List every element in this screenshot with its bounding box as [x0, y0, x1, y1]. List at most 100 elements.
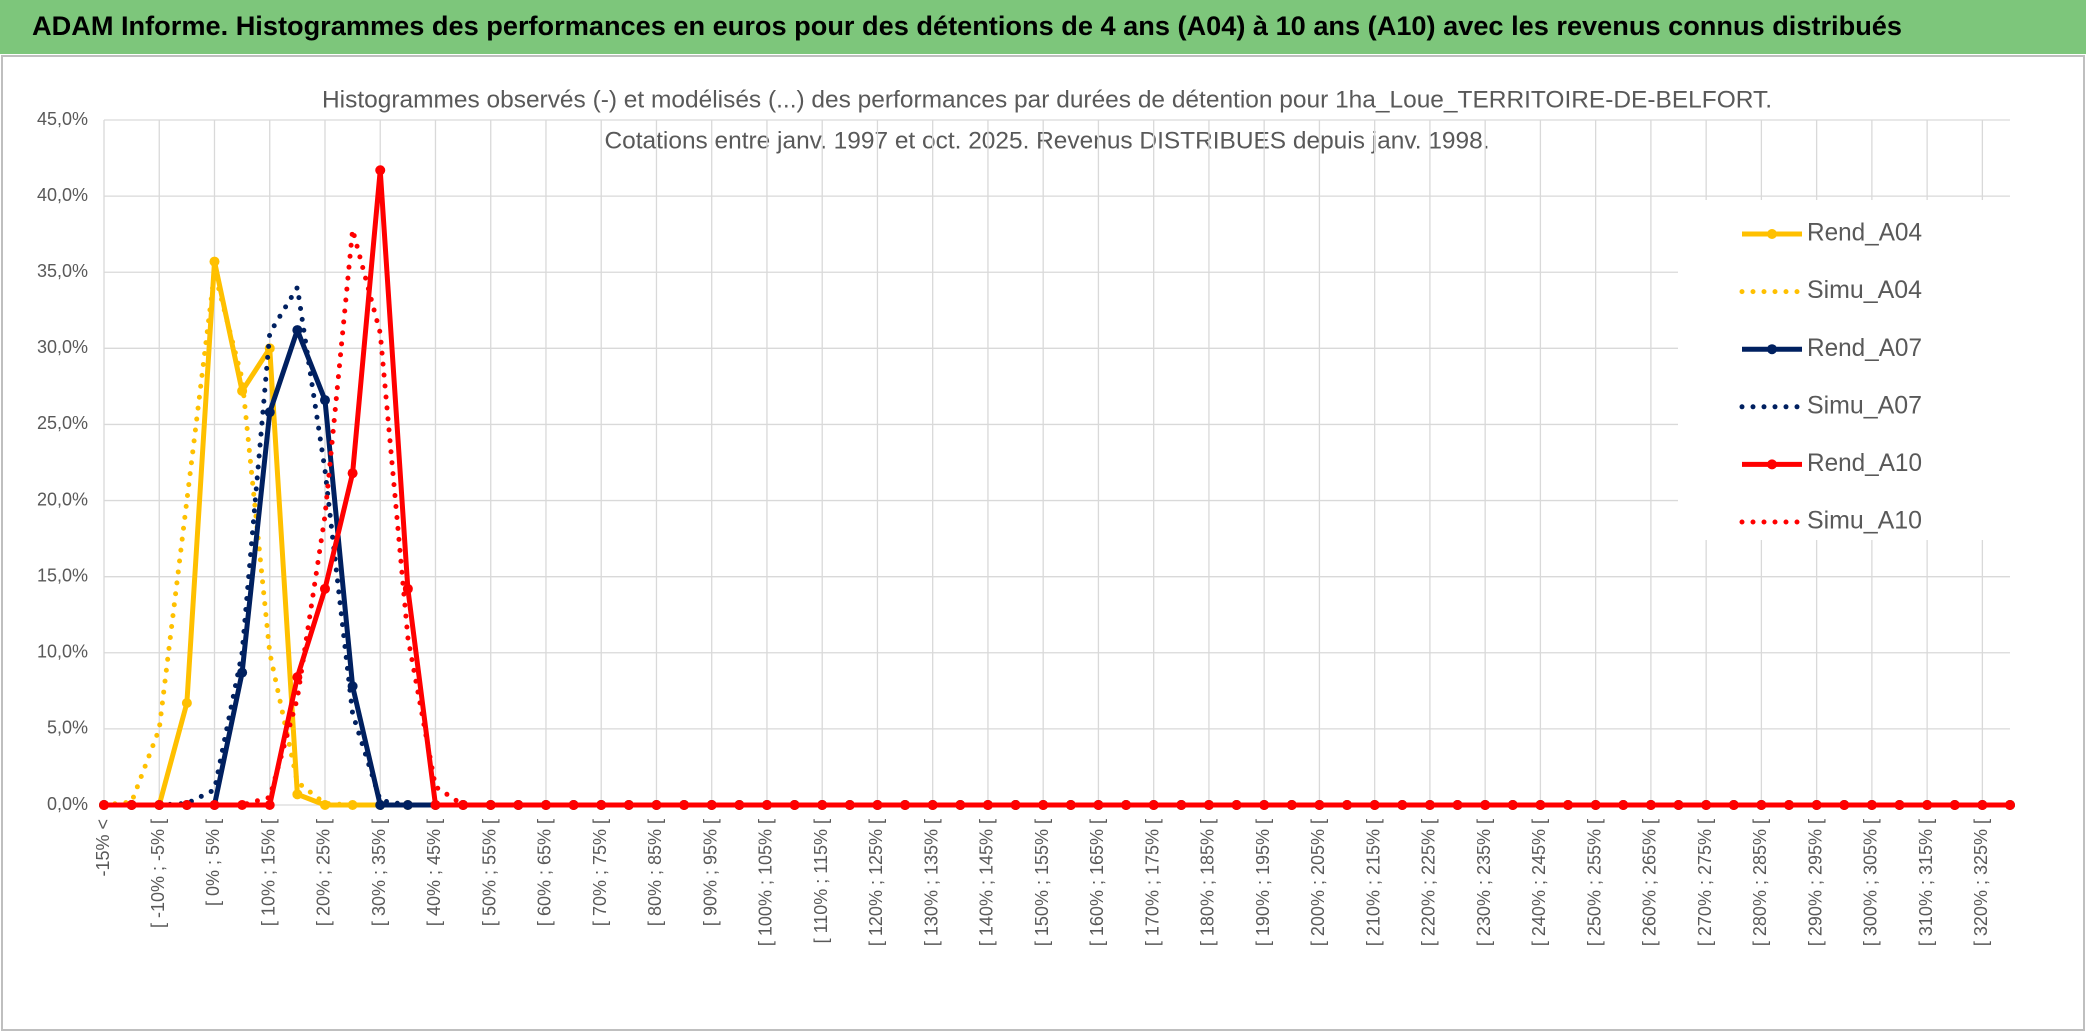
point	[237, 800, 248, 810]
x-tick-label: [ 310% ; 315% [	[1916, 819, 1936, 946]
point	[1701, 800, 1712, 810]
x-tick-label: [ 220% ; 225% [	[1419, 819, 1439, 946]
legend-marker	[1767, 459, 1777, 470]
y-tick-label: 35,0%	[37, 261, 88, 281]
legend-label: Simu_A07	[1807, 391, 1922, 419]
legend-label: Rend_A04	[1807, 219, 1922, 247]
point	[1424, 800, 1435, 810]
y-tick-label: 10,0%	[37, 642, 88, 662]
x-tick-label: [ 30% ; 35% [	[369, 819, 389, 926]
point	[1259, 800, 1270, 810]
y-tick-label: 5,0%	[47, 718, 88, 738]
banner-title: ADAM Informe. Histogrammes des performan…	[32, 11, 1902, 41]
x-tick-label: [ 70% ; 75% [	[590, 819, 610, 926]
series-line	[104, 167, 2010, 808]
x-tick-label: -15% <	[93, 819, 113, 877]
point	[1618, 800, 1629, 810]
legend-label: Rend_A10	[1807, 449, 1922, 477]
x-tick-label: [ 280% ; 285% [	[1750, 819, 1770, 946]
point	[706, 800, 717, 810]
x-tick-label: [ 250% ; 255% [	[1584, 819, 1604, 946]
point	[761, 800, 772, 810]
point	[264, 800, 275, 810]
chart-subtitle: Cotations entre janv. 1997 et oct. 2025.…	[605, 127, 1490, 154]
point	[402, 583, 413, 594]
point	[319, 395, 330, 406]
point	[1728, 800, 1739, 810]
x-tick-label: [ 160% ; 165% [	[1087, 819, 1107, 946]
point	[292, 789, 303, 800]
x-tick-label: [ 270% ; 275% [	[1695, 819, 1715, 946]
x-tick-label: [ 260% ; 265% [	[1640, 819, 1660, 946]
x-tick-label: [ 140% ; 145% [	[977, 819, 997, 946]
x-tick-label: [ 110% ; 115% [	[811, 819, 831, 943]
point	[181, 800, 192, 810]
point	[817, 800, 828, 810]
chart-title: Histogrammes observés (-) et modélisés (…	[322, 86, 1772, 113]
point	[1314, 800, 1325, 810]
x-tick-label: [ 80% ; 85% [	[645, 819, 665, 926]
point	[927, 800, 938, 810]
y-tick-label: 20,0%	[37, 489, 88, 509]
x-tick-label: [ 40% ; 45% [	[424, 819, 444, 926]
point	[375, 165, 386, 176]
y-tick-label: 0,0%	[47, 794, 88, 814]
point	[1480, 800, 1491, 810]
point	[292, 325, 303, 336]
point	[458, 800, 469, 810]
point	[485, 800, 496, 810]
point	[1535, 800, 1546, 810]
x-tick-label: [ 10% ; 15% [	[258, 819, 278, 926]
x-tick-label: [ 190% ; 195% [	[1253, 819, 1273, 946]
point	[319, 583, 330, 594]
legend-label: Simu_A04	[1807, 276, 1922, 304]
point	[1784, 800, 1795, 810]
y-tick-label: 40,0%	[37, 185, 88, 205]
point	[2005, 800, 2015, 810]
point	[1894, 800, 1905, 810]
point	[430, 800, 441, 810]
point	[126, 800, 137, 810]
point	[264, 407, 275, 418]
x-tick-label: [ 20% ; 25% [	[314, 819, 334, 926]
x-tick-label: [ 240% ; 245% [	[1529, 819, 1549, 946]
legend-label: Rend_A07	[1807, 334, 1922, 362]
point	[540, 800, 551, 810]
x-tick-label: [ 100% ; 105% [	[756, 819, 776, 946]
point	[375, 800, 386, 810]
legend-marker	[1767, 229, 1777, 239]
x-tick-label: [ 200% ; 205% [	[1308, 819, 1328, 946]
point	[872, 800, 883, 810]
series-line	[101, 227, 2013, 808]
y-tick-label: 30,0%	[37, 337, 88, 357]
point	[1093, 800, 1104, 810]
chart-border	[1, 55, 2085, 1031]
point	[1038, 800, 1049, 810]
point	[1148, 800, 1159, 810]
x-tick-label: [ 0% ; 5% [	[203, 819, 223, 906]
point	[209, 256, 220, 267]
legend-box	[1678, 200, 2013, 540]
point	[1369, 800, 1380, 810]
point	[347, 468, 358, 479]
x-tick-label: [ 170% ; 175% [	[1142, 819, 1162, 946]
point	[1203, 800, 1214, 810]
point	[651, 800, 662, 810]
point	[982, 800, 993, 810]
x-tick-label: [ 180% ; 185% [	[1198, 819, 1218, 946]
x-tick-label: [ 230% ; 235% [	[1474, 819, 1494, 946]
legend-marker	[1767, 344, 1777, 355]
y-tick-label: 25,0%	[37, 413, 88, 433]
x-tick-label: [ 120% ; 125% [	[866, 819, 886, 946]
y-tick-label: 45,0%	[37, 109, 88, 129]
x-tick-label: [ 90% ; 95% [	[700, 819, 720, 926]
x-tick-label: [ 210% ; 215% [	[1363, 819, 1383, 946]
x-tick-label: [ 50% ; 55% [	[479, 819, 499, 926]
point	[1673, 800, 1684, 810]
x-tick-label: [ 130% ; 135% [	[921, 819, 941, 946]
point	[181, 698, 192, 709]
point	[1949, 800, 1960, 810]
point	[1645, 800, 1656, 810]
banner	[0, 0, 2086, 54]
legend-label: Simu_A10	[1807, 507, 1922, 535]
